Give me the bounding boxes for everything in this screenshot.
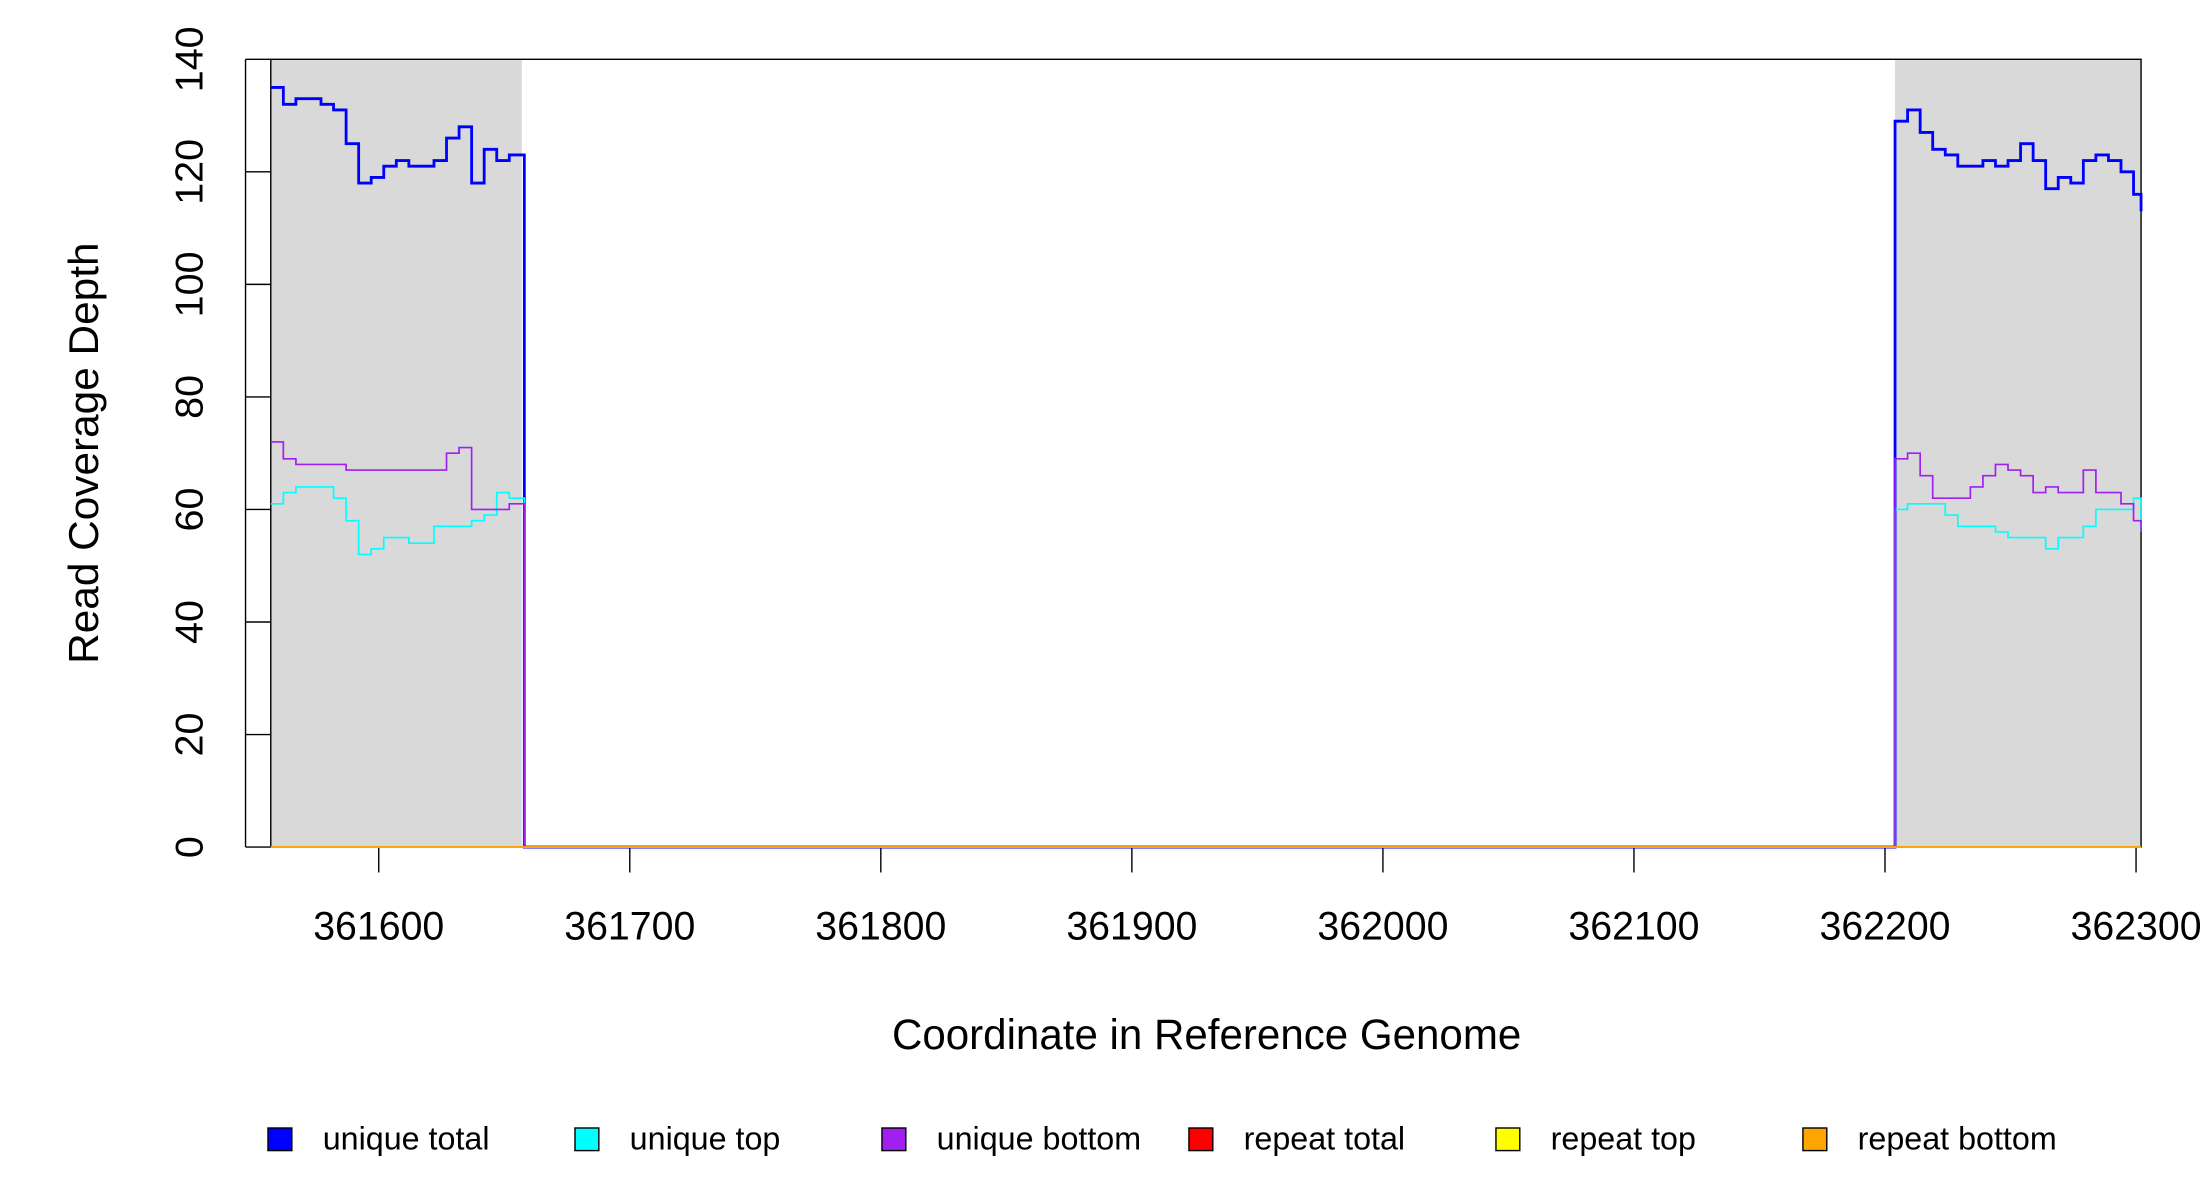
y-tick-label: 100 — [168, 251, 212, 317]
plot-frame — [270, 58, 2142, 848]
y-tick-label: 80 — [168, 375, 212, 419]
x-tick-label: 362300 — [2071, 904, 2200, 948]
series-line — [270, 86, 2143, 849]
legend-swatch — [1188, 1127, 1214, 1152]
x-tick-label: 362100 — [1568, 904, 1699, 948]
x-tick-label: 361700 — [564, 904, 695, 948]
y-tick-label: 60 — [168, 487, 212, 531]
legend-swatch — [574, 1127, 600, 1152]
y-tick-label: 40 — [168, 600, 212, 644]
legend-swatch — [267, 1127, 293, 1152]
highlight-region — [1895, 59, 2142, 848]
y-tick-label: 120 — [168, 139, 212, 205]
series-line — [270, 441, 2142, 848]
legend-label: repeat total — [1244, 1120, 1405, 1156]
highlight-region — [270, 59, 522, 848]
y-axis-label: Read Coverage Depth — [60, 242, 107, 663]
x-axis-label: Coordinate in Reference Genome — [892, 1011, 1521, 1058]
legend-label: repeat bottom — [1858, 1120, 2057, 1156]
legend-swatch — [1495, 1127, 1521, 1152]
legend-label: unique total — [323, 1120, 490, 1156]
x-tick-label: 362200 — [1819, 904, 1950, 948]
x-tick-label: 362000 — [1317, 904, 1448, 948]
legend-label: unique top — [630, 1120, 781, 1156]
x-tick-label: 361800 — [815, 904, 946, 948]
y-tick-label: 0 — [168, 836, 212, 858]
legend-label: unique bottom — [937, 1120, 1141, 1156]
x-tick-label: 361600 — [313, 904, 444, 948]
legend-swatch — [881, 1127, 907, 1152]
x-tick-label: 361900 — [1066, 904, 1197, 948]
legend-label: repeat top — [1551, 1120, 1696, 1156]
y-tick-label: 20 — [168, 713, 212, 757]
y-tick-label: 140 — [168, 26, 212, 92]
series-line — [270, 486, 2142, 848]
legend-swatch — [1802, 1127, 1828, 1152]
